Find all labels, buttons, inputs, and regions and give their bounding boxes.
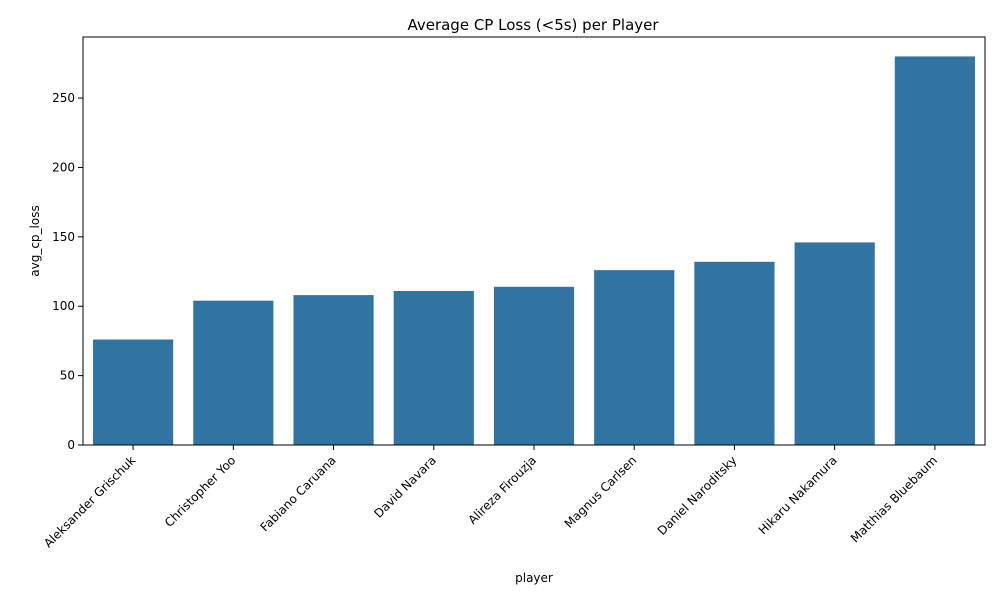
x-axis-ticks: Aleksander Grischuk Christopher Yoo Fabian… (41, 445, 940, 550)
x-tick-label: Daniel Naroditsky (655, 453, 740, 538)
bar (694, 261, 775, 445)
x-tick-label: David Navara (371, 453, 439, 521)
chart-title: Average CP Loss (<5s) per Player (407, 16, 659, 34)
x-tick-label: Hikaru Nakamura (756, 453, 840, 537)
y-axis-ticks: 0 50 100 150 200 250 (52, 91, 83, 452)
bar (293, 295, 374, 445)
x-tick-label: Magnus Carlsen (562, 453, 640, 531)
bar (594, 270, 675, 445)
y-tick-label: 100 (52, 299, 75, 313)
x-tick-label: Aleksander Grischuk (41, 453, 138, 550)
bar (493, 286, 575, 445)
x-tick-label: Fabiano Caruana (257, 453, 338, 534)
y-axis-label: avg_cp_loss (28, 205, 42, 276)
plot-frame (82, 36, 986, 446)
y-tick-label: 250 (52, 91, 75, 105)
bar (393, 290, 474, 445)
y-tick-label: 200 (52, 160, 75, 174)
x-axis-label: player (515, 571, 553, 585)
x-tick-label: Christopher Yoo (162, 453, 239, 530)
bar (93, 339, 174, 445)
bar (894, 56, 975, 446)
y-tick-label: 0 (67, 438, 75, 452)
y-tick-label: 150 (52, 230, 75, 244)
y-tick-label: 50 (60, 369, 75, 383)
bar (193, 300, 274, 445)
bars-group (93, 56, 975, 446)
bar (794, 242, 875, 445)
x-tick-label: Matthias Bluebaum (848, 453, 940, 545)
x-tick-label: Alireza Firouzja (465, 453, 539, 527)
